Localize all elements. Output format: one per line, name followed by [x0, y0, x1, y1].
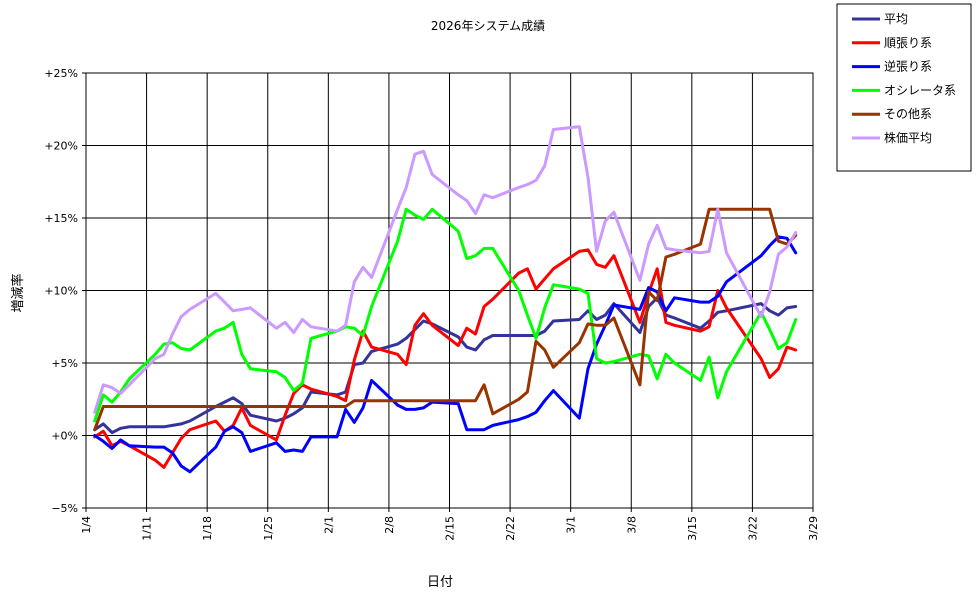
- y-tick-label: +10%: [44, 285, 78, 298]
- series-layer: [93, 125, 798, 474]
- x-tick-label: 3/1: [565, 516, 578, 534]
- legend-label: 順張り系: [884, 36, 932, 50]
- y-tick-label: +0%: [51, 430, 78, 443]
- y-tick-label: +20%: [44, 140, 78, 153]
- x-tick-label: 1/4: [80, 516, 93, 534]
- legend-label: 逆張り系: [884, 59, 932, 74]
- x-axis-label: 日付: [427, 575, 453, 590]
- plot-frame: [85, 72, 814, 509]
- y-tick-label: +25%: [44, 67, 78, 80]
- x-tick-label: 2/22: [504, 516, 517, 541]
- y-tick-label: +15%: [44, 212, 78, 225]
- series-line-3: [93, 207, 798, 423]
- y-tick-label: −5%: [51, 502, 78, 515]
- x-tick-label: 2/15: [444, 516, 457, 541]
- x-tick-label: 1/18: [201, 516, 214, 541]
- x-tick-label: 2/1: [322, 516, 335, 534]
- series-line-1: [93, 248, 798, 469]
- y-axis-label: 増減率: [10, 273, 26, 312]
- x-tick-label: 2/8: [383, 516, 396, 534]
- y-tick-label: +5%: [51, 357, 78, 370]
- legend-label: 株価平均: [884, 130, 932, 145]
- x-tick-label: 3/15: [686, 516, 699, 541]
- legend-label: その他系: [884, 107, 932, 121]
- grid-layer: [82, 72, 814, 512]
- chart-title: 2026年システム成績: [431, 19, 545, 33]
- x-tick-label: 3/22: [746, 516, 759, 541]
- series-line-5: [93, 125, 798, 414]
- tick-layer: 1/4 1/11 1/18 1/25 2/1 2/8 2/15 2/22 3/1 3/8 3/15 3…: [44, 67, 820, 541]
- x-tick-label: 3/8: [625, 516, 638, 534]
- x-tick-label: 1/11: [141, 516, 154, 541]
- series-line-4: [93, 207, 798, 432]
- legend-box: [836, 3, 972, 172]
- x-tick-label: 3/29: [807, 516, 820, 541]
- legend-label: 平均: [884, 12, 908, 26]
- legend-label: オシレータ系: [884, 83, 956, 97]
- x-tick-label: 1/25: [262, 516, 275, 541]
